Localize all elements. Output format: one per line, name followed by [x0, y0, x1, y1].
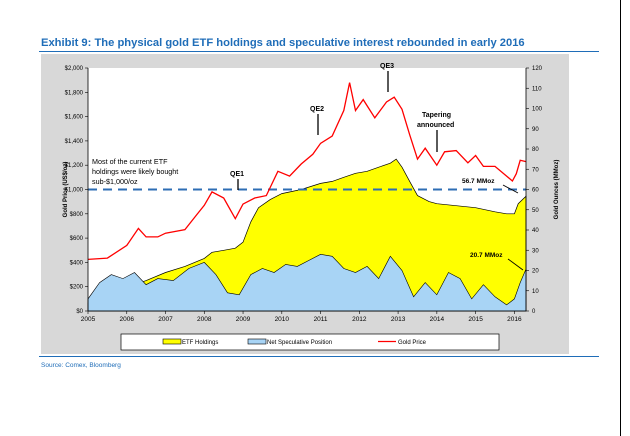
tapering-label-line2: announced: [417, 122, 454, 129]
etf-note-line: Most of the current ETF: [92, 157, 168, 166]
right-tick-label: 30: [532, 248, 539, 254]
left-tick-label: $1,200: [65, 163, 84, 169]
etf-value-pointer: [502, 184, 519, 194]
legend-spec-swatch: [247, 338, 267, 345]
left-tick-label: $1,800: [65, 90, 84, 96]
x-tick-label: 2013: [391, 316, 406, 323]
right-tick-label: 0: [532, 309, 536, 315]
right-tick-label: 70: [532, 167, 539, 173]
right-tick-label: 50: [532, 208, 539, 214]
x-tick-label: 2011: [314, 316, 328, 323]
tapering-label-line1: Tapering: [422, 112, 451, 119]
left-tick-label: $800: [70, 212, 84, 218]
etf-value-label: 56.7 MMoz: [462, 178, 495, 185]
left-tick-label: $600: [70, 236, 84, 242]
spec-value-pointer: [507, 258, 524, 271]
etf-note-line: sub-$1,000/oz: [92, 177, 138, 186]
x-tick-label: 2008: [197, 316, 212, 323]
x-tick-label: 2006: [120, 316, 135, 323]
x-tick-label: 2009: [236, 316, 251, 323]
legend-etf-swatch: [162, 338, 182, 345]
page-border-line: [620, 0, 621, 436]
left-tick-label: $2,000: [65, 66, 84, 72]
y-axis-right-title: Gold Ounces (MMoz): [554, 160, 560, 220]
x-tick-label: 2015: [468, 316, 483, 323]
gold-price-line: [87, 82, 527, 261]
qe2-label: QE2: [310, 106, 324, 113]
x-tick-label: 2016: [507, 316, 522, 323]
x-tick-label: 2012: [352, 316, 367, 323]
right-tick-label: 20: [532, 269, 539, 275]
spec-value-label: 20.7 MMoz: [470, 252, 503, 259]
right-tick-label: 90: [532, 127, 539, 133]
left-tick-label: $1,000: [65, 188, 84, 194]
left-tick-label: $1,600: [65, 115, 84, 121]
right-tick-label: 120: [532, 66, 543, 72]
etf-note-line: holdings were likely bought: [92, 167, 178, 176]
net-speculative-area: [87, 253, 527, 312]
left-tick-label: $0: [76, 309, 83, 315]
legend-etf-label: ETF Holdings: [182, 340, 218, 346]
right-tick-label: 60: [532, 188, 539, 194]
exhibit-title: Exhibit 9: The physical gold ETF holding…: [41, 37, 525, 49]
legend-spec-label: Net Speculative Position: [267, 340, 332, 346]
qe1-label: QE1: [230, 171, 244, 178]
right-tick-label: 100: [532, 107, 543, 113]
x-tick-label: 2010: [275, 316, 290, 323]
right-tick-label: 10: [532, 289, 539, 295]
qe3-label: QE3: [380, 63, 394, 70]
legend-gold-label: Gold Price: [398, 340, 427, 346]
y-axis-left-title: Gold Price (US$/oz): [63, 162, 69, 218]
left-tick-label: $400: [70, 260, 84, 266]
x-tick-label: 2014: [430, 316, 445, 323]
source-rule: [39, 356, 599, 357]
x-tick-label: 2007: [158, 316, 173, 323]
x-tick-label: 2005: [81, 316, 96, 323]
left-tick-label: $200: [70, 285, 84, 291]
left-tick-label: $1,400: [65, 139, 84, 145]
right-tick-label: 110: [532, 86, 542, 92]
right-tick-label: 40: [532, 228, 539, 234]
source-note: Source: Comex, Bloomberg: [41, 362, 121, 369]
right-tick-label: 80: [532, 147, 539, 153]
legend-box: [120, 333, 500, 351]
title-rule: [39, 51, 599, 52]
